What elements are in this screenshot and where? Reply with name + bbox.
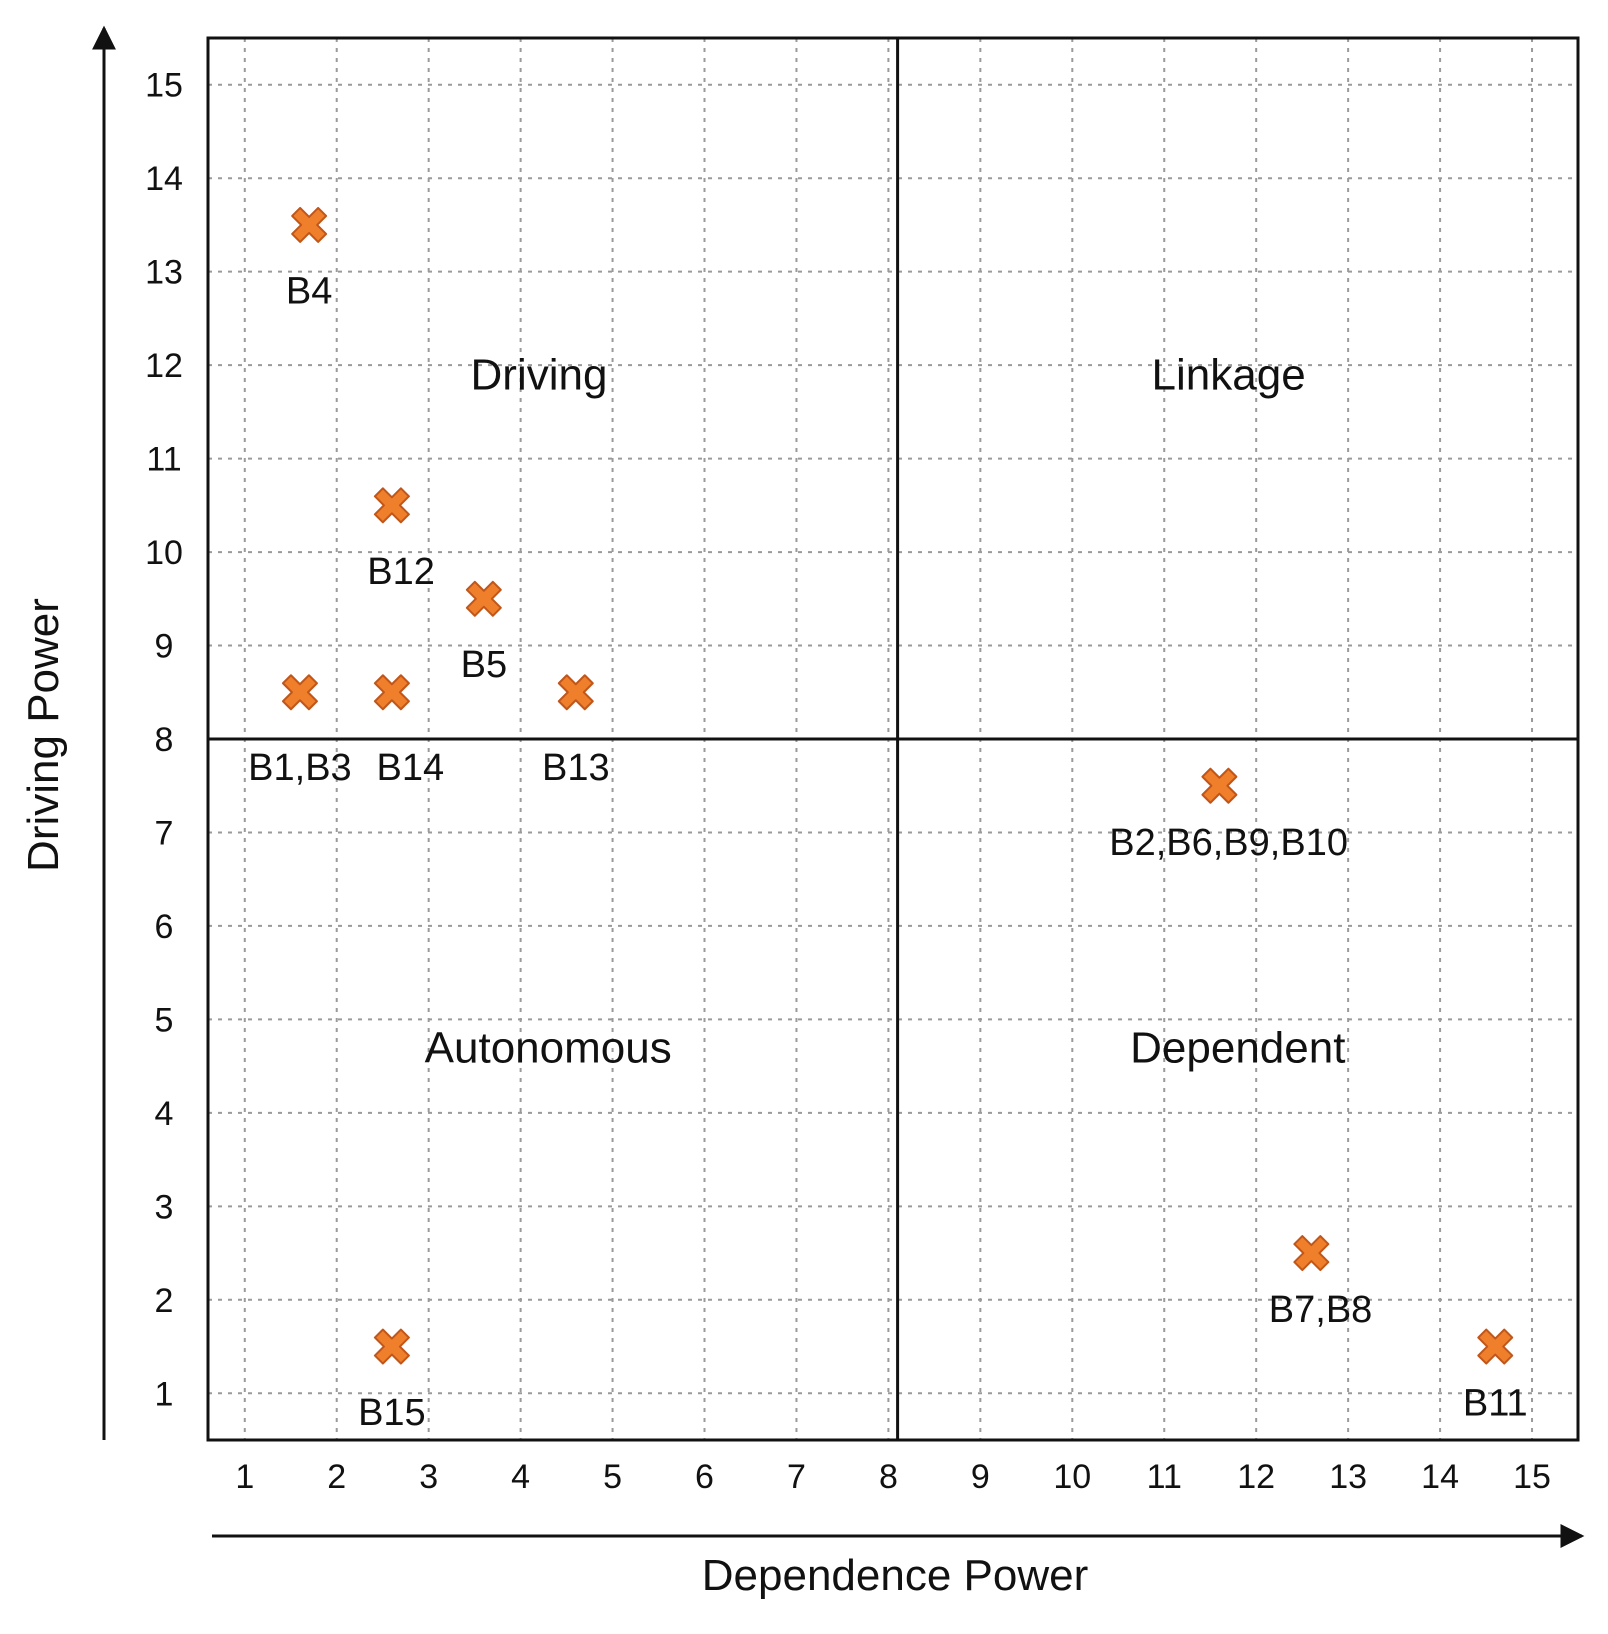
data-point-label: B4 — [286, 270, 332, 312]
quadrant-labels: Driving Linkage Autonomous Dependent — [425, 350, 1346, 1072]
x-tick-label: 1 — [235, 1458, 254, 1496]
x-tick-label: 5 — [603, 1458, 622, 1496]
data-point-label: B5 — [461, 644, 507, 686]
x-tick-label: 14 — [1421, 1458, 1459, 1496]
y-tick-label: 4 — [155, 1095, 174, 1133]
x-tick-label: 2 — [327, 1458, 346, 1496]
data-point-labels: B4 B12 B5 B1,B3 B14 B13 B15 B2,B6,B9,B10 B7,B8 B1… — [248, 270, 1527, 1434]
data-point-marker — [373, 487, 410, 524]
data-point-label: B2,B6,B9,B10 — [1109, 822, 1348, 864]
y-tick-label: 11 — [146, 441, 181, 479]
data-point-marker — [281, 674, 318, 711]
x-tick-label: 3 — [419, 1458, 438, 1496]
data-point-marker — [1293, 1235, 1330, 1272]
data-point-label: B14 — [376, 747, 444, 789]
data-point-marker — [373, 1328, 410, 1365]
y-tick-label: 15 — [145, 67, 183, 105]
x-tick-label: 4 — [511, 1458, 530, 1496]
x-tick-label: 6 — [695, 1458, 714, 1496]
data-point-label: B1,B3 — [248, 747, 352, 789]
x-tick-labels: 1 2 3 4 5 6 7 8 9 10 11 12 13 14 15 — [235, 1458, 1551, 1496]
x-tick-label: 15 — [1513, 1458, 1551, 1496]
data-point-label: B15 — [358, 1392, 426, 1434]
x-tick-label: 8 — [879, 1458, 898, 1496]
y-tick-label: 2 — [155, 1282, 174, 1320]
data-point-label: B7,B8 — [1269, 1289, 1373, 1331]
x-tick-label: 11 — [1147, 1458, 1182, 1496]
y-tick-label: 10 — [145, 534, 183, 572]
y-tick-label: 9 — [155, 628, 174, 666]
data-point-label: B11 — [1463, 1383, 1528, 1425]
data-point-marker — [465, 580, 502, 617]
x-tick-label: 12 — [1237, 1458, 1275, 1496]
y-tick-label: 13 — [145, 254, 183, 292]
y-tick-label: 3 — [155, 1188, 174, 1226]
quadrant-label-dependent: Dependent — [1130, 1023, 1345, 1072]
quadrant-label-linkage: Linkage — [1152, 350, 1306, 399]
y-tick-label: 12 — [145, 347, 183, 385]
data-point-label: B12 — [367, 551, 435, 593]
data-point-marker — [1201, 767, 1238, 804]
data-point-marker — [291, 206, 328, 243]
y-tick-label: 6 — [155, 908, 174, 946]
quadrant-label-autonomous: Autonomous — [425, 1023, 672, 1072]
x-tick-label: 9 — [971, 1458, 990, 1496]
y-tick-label: 1 — [155, 1375, 174, 1413]
x-tick-label: 13 — [1329, 1458, 1367, 1496]
data-point-marker — [373, 674, 410, 711]
y-tick-label: 7 — [155, 814, 174, 852]
quadrant-label-driving: Driving — [471, 350, 608, 399]
data-point-marker — [1477, 1328, 1514, 1365]
x-axis-title: Dependence Power — [702, 1551, 1088, 1600]
x-tick-label: 7 — [787, 1458, 806, 1496]
data-point-marker — [557, 674, 594, 711]
y-tick-label: 5 — [155, 1001, 174, 1039]
plot-frame — [206, 36, 1580, 1442]
y-tick-label: 8 — [155, 721, 174, 759]
quadrant-dividers — [208, 38, 1578, 1440]
y-axis-title: Driving Power — [19, 598, 68, 872]
y-tick-label: 14 — [145, 160, 183, 198]
data-points — [281, 206, 1514, 1365]
x-tick-label: 10 — [1053, 1458, 1091, 1496]
data-point-label: B13 — [542, 747, 610, 789]
axes — [92, 25, 1585, 1548]
